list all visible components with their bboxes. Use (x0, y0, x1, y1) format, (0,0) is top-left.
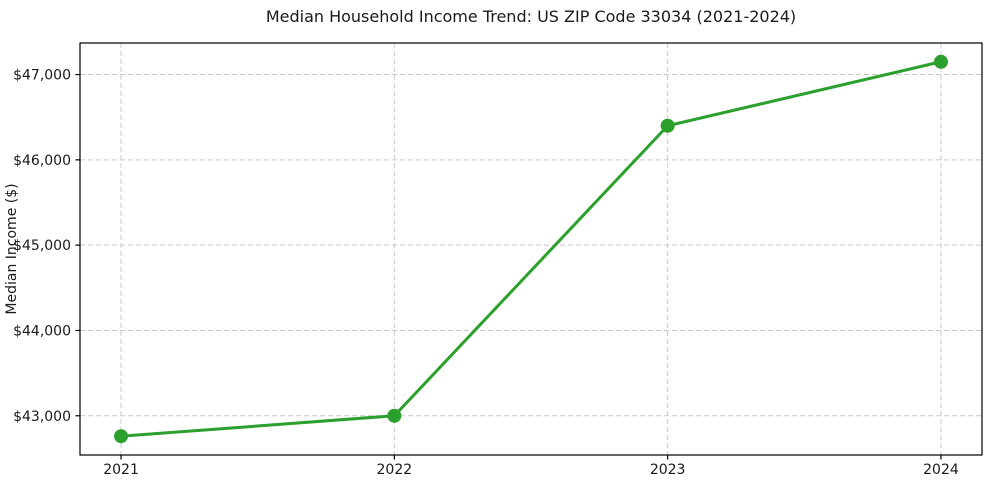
x-tick-label: 2021 (103, 462, 139, 478)
y-tick-label: $47,000 (13, 68, 71, 84)
x-tick-label: 2023 (650, 462, 686, 478)
data-point-marker (114, 429, 129, 444)
y-tick-label: $43,000 (13, 409, 71, 425)
x-tick-label: 2024 (923, 462, 959, 478)
plot-border (79, 42, 983, 456)
y-tick-label: $45,000 (13, 238, 71, 254)
axes-layer (75, 42, 983, 460)
data-point-marker (387, 408, 402, 423)
y-tick-label: $44,000 (13, 323, 71, 339)
y-axis-label: Median Income ($) (4, 183, 20, 314)
gridlines-layer (80, 43, 982, 455)
x-tick-label: 2022 (377, 462, 413, 478)
tick-labels-layer: $43,000 $44,000 $45,000 $46,000 $47,000 2021 2… (13, 68, 959, 478)
y-tick-label: $46,000 (13, 153, 71, 169)
data-point-marker (660, 118, 675, 133)
data-point-marker (933, 54, 948, 69)
chart-title: Median Household Income Trend: US ZIP Co… (266, 7, 796, 26)
series-layer (114, 54, 948, 444)
income-trend-line (119, 60, 943, 438)
